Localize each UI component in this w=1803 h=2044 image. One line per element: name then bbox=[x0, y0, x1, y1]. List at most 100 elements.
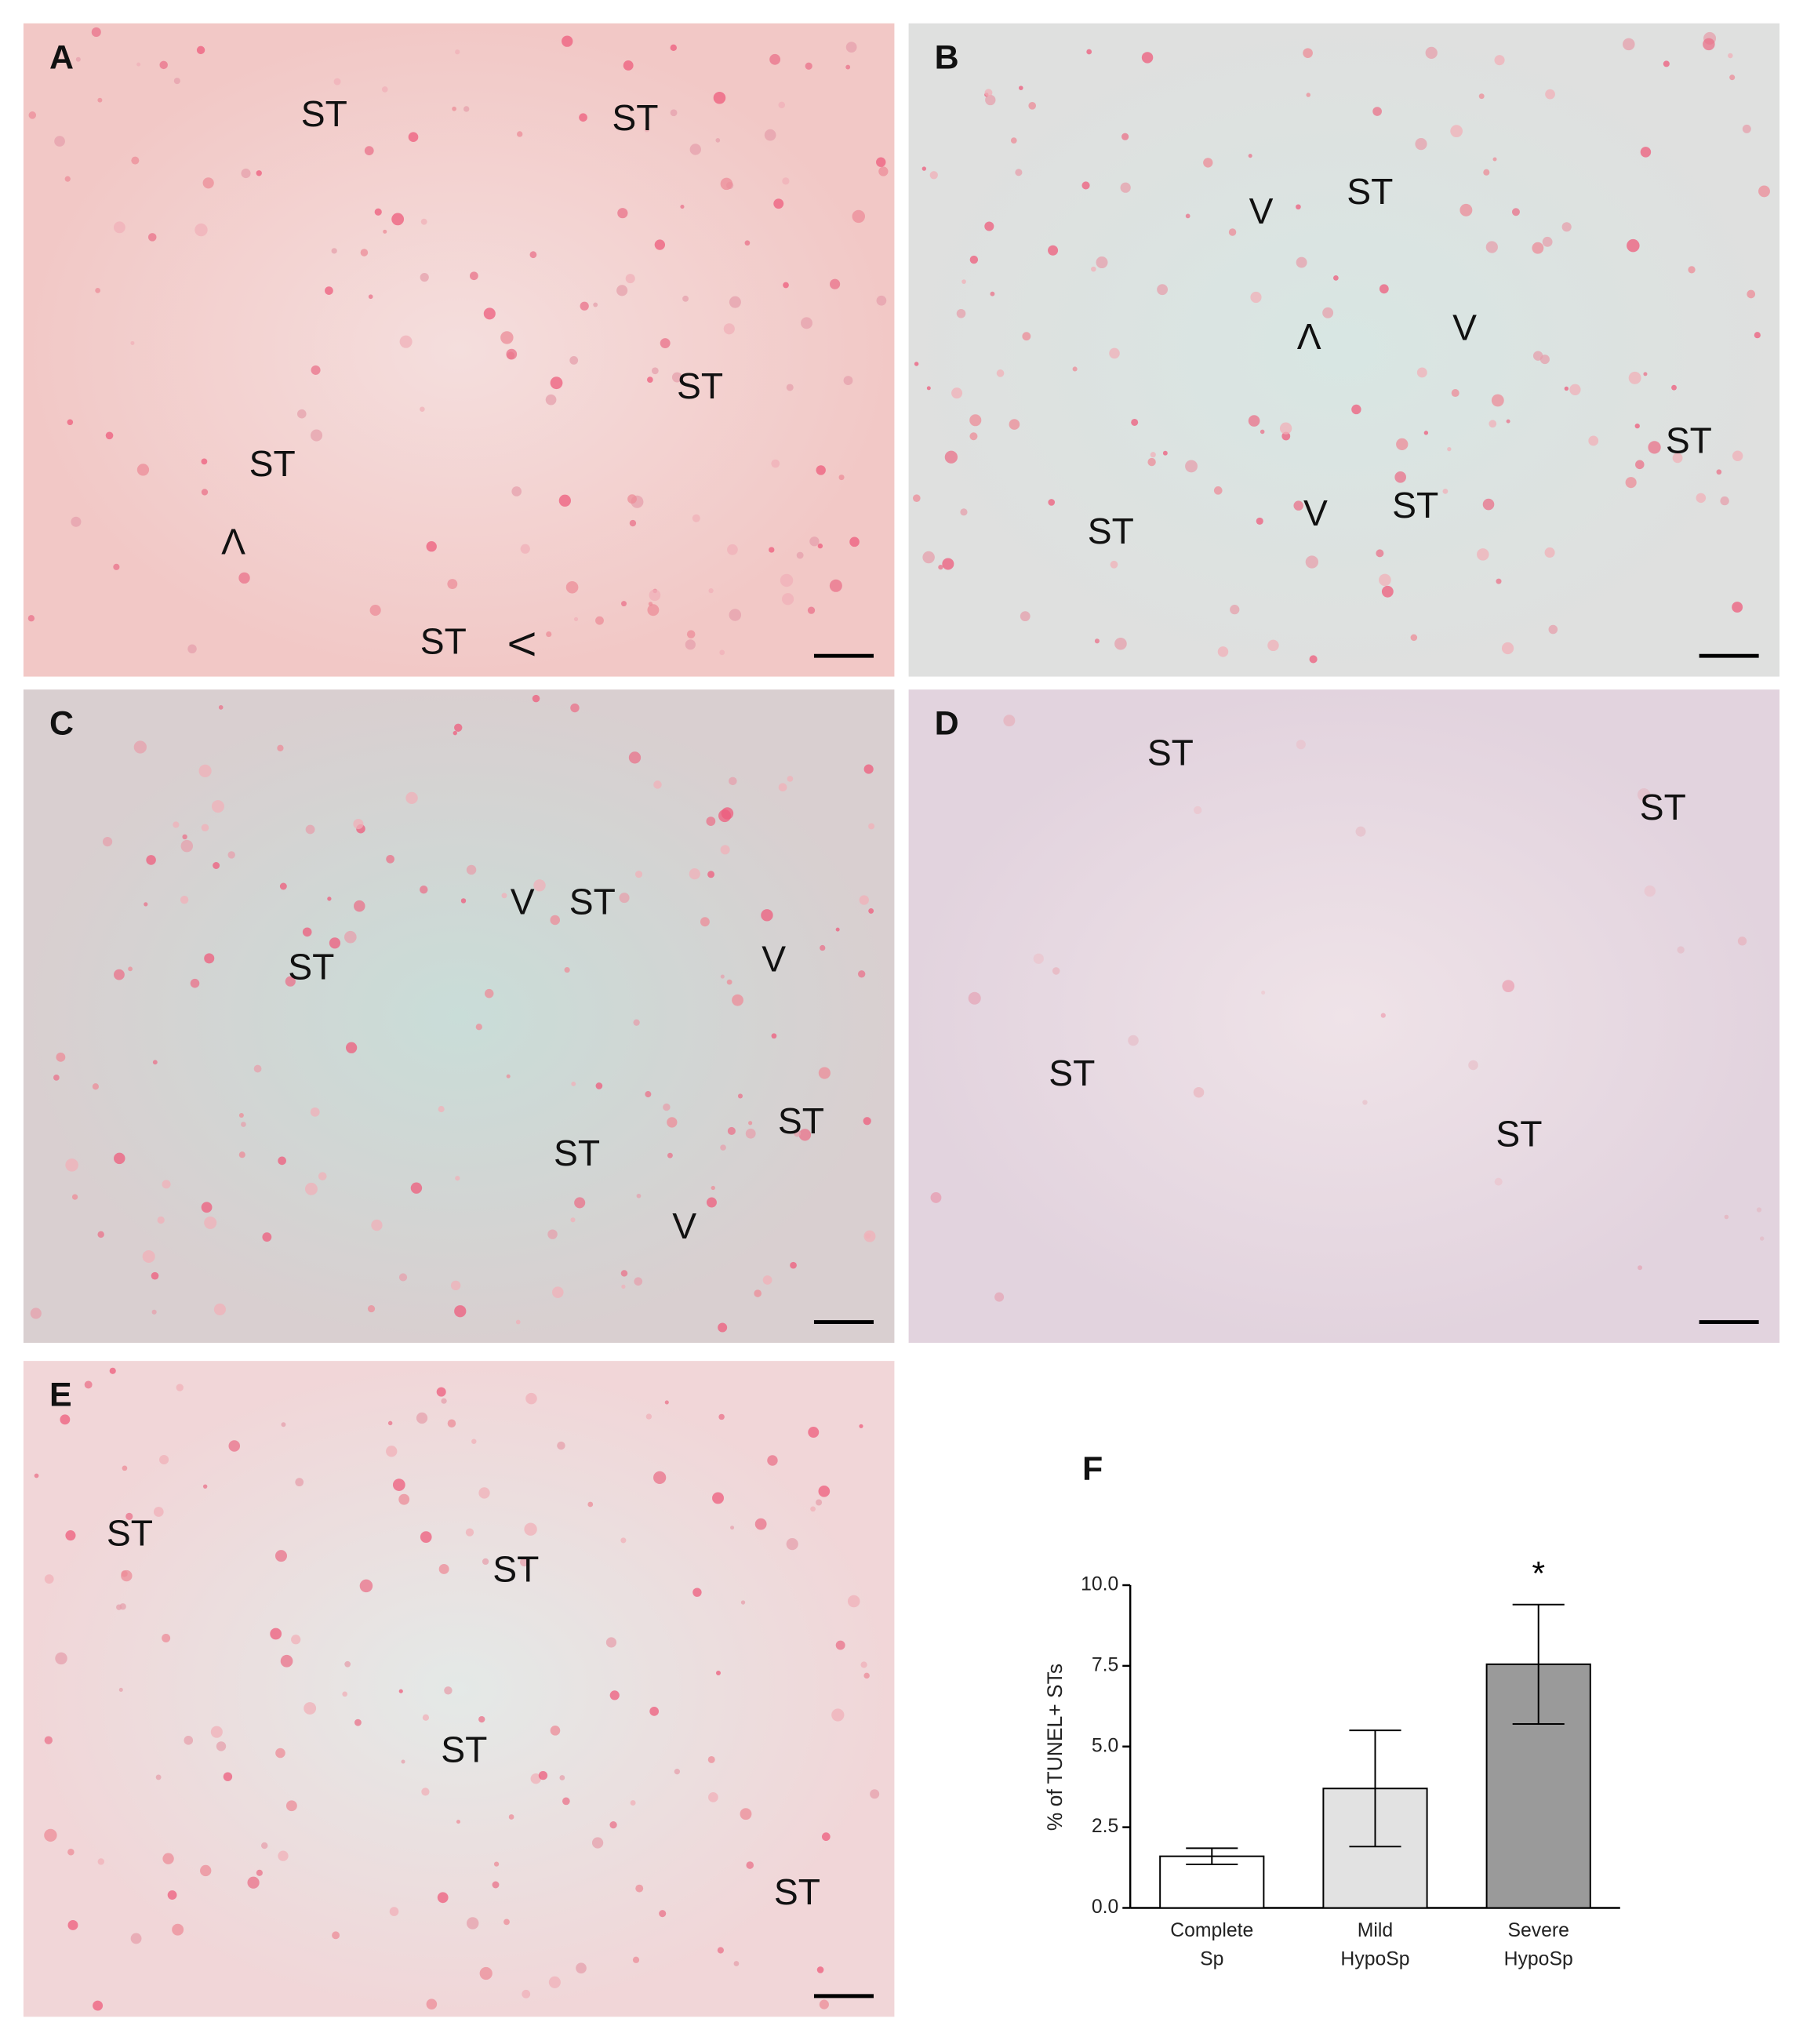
cell bbox=[667, 1117, 678, 1128]
cell bbox=[922, 551, 935, 564]
cell bbox=[706, 1197, 717, 1208]
cell bbox=[787, 776, 794, 782]
cell bbox=[708, 588, 714, 594]
cell bbox=[1502, 980, 1515, 993]
cell bbox=[173, 78, 180, 85]
y-tick-label: 2.5 bbox=[1092, 1816, 1118, 1837]
cell bbox=[778, 101, 786, 109]
cell bbox=[870, 1789, 880, 1799]
cell bbox=[238, 1112, 244, 1118]
cell bbox=[421, 1788, 430, 1796]
cell bbox=[745, 1128, 756, 1139]
cell bbox=[654, 239, 666, 250]
annotation: ST bbox=[1666, 420, 1712, 460]
cell bbox=[159, 60, 168, 70]
cell bbox=[1491, 394, 1504, 407]
cell bbox=[818, 1067, 831, 1079]
cell bbox=[778, 783, 787, 792]
cell bbox=[1532, 242, 1544, 254]
cell bbox=[1468, 1060, 1478, 1071]
cell bbox=[868, 823, 875, 830]
cell bbox=[190, 978, 200, 988]
cell bbox=[796, 551, 804, 559]
cell bbox=[44, 1736, 53, 1744]
cell bbox=[529, 251, 537, 259]
annotation: V bbox=[762, 938, 786, 979]
cell bbox=[506, 1074, 511, 1078]
cell bbox=[155, 1774, 162, 1780]
cell bbox=[180, 895, 189, 904]
cell bbox=[1688, 266, 1696, 274]
cell bbox=[1415, 138, 1427, 151]
cell bbox=[619, 893, 630, 904]
annotation: V bbox=[511, 882, 535, 922]
cell bbox=[202, 177, 214, 189]
y-axis-label: % of TUNEL+ STs bbox=[1043, 1664, 1067, 1831]
annotation: ST bbox=[1392, 485, 1438, 526]
cell bbox=[550, 915, 561, 926]
cell bbox=[296, 409, 307, 419]
cell bbox=[628, 751, 642, 764]
cell bbox=[157, 1216, 165, 1224]
cell bbox=[399, 335, 413, 348]
annotation: ST bbox=[569, 882, 616, 922]
cell bbox=[1185, 213, 1190, 219]
cell bbox=[1425, 46, 1438, 60]
cell bbox=[121, 1569, 133, 1582]
cell bbox=[1261, 991, 1266, 995]
cell bbox=[93, 2000, 104, 2011]
cell bbox=[470, 271, 478, 281]
cell bbox=[302, 927, 312, 937]
cell bbox=[595, 616, 604, 625]
cell bbox=[951, 387, 963, 399]
annotation: ST bbox=[778, 1100, 824, 1141]
cell bbox=[1671, 384, 1677, 391]
cell bbox=[109, 1367, 116, 1374]
cell bbox=[1451, 389, 1459, 398]
cell bbox=[1716, 469, 1722, 475]
cell bbox=[53, 1075, 60, 1081]
cell bbox=[574, 1197, 586, 1209]
cell bbox=[1185, 460, 1198, 473]
cell bbox=[520, 544, 530, 554]
cell bbox=[1114, 637, 1127, 650]
cell bbox=[849, 536, 860, 547]
cell bbox=[84, 1380, 93, 1389]
cell bbox=[44, 1828, 57, 1842]
cell bbox=[1545, 89, 1555, 100]
cell bbox=[159, 1454, 169, 1464]
cell bbox=[805, 62, 812, 70]
cell bbox=[557, 1441, 565, 1450]
micrograph-panel: B V ST Λ V ST ST ST V bbox=[908, 23, 1780, 677]
cell bbox=[1296, 256, 1307, 268]
cell bbox=[54, 136, 65, 147]
cell bbox=[304, 1702, 317, 1715]
cell bbox=[102, 836, 113, 847]
cell bbox=[483, 307, 496, 320]
x-tick-label: Severe HypoSp bbox=[1504, 1920, 1573, 1969]
annotation: ST bbox=[554, 1133, 600, 1173]
cell bbox=[595, 1082, 603, 1089]
cell bbox=[1643, 372, 1648, 376]
x-tick-label: Mild HypoSp bbox=[1340, 1920, 1409, 1969]
cell bbox=[1248, 154, 1252, 158]
cell bbox=[808, 1427, 820, 1438]
cell bbox=[729, 296, 741, 308]
annotation: V bbox=[672, 1206, 696, 1246]
cell bbox=[353, 818, 364, 830]
annotation: Λ bbox=[221, 521, 245, 562]
cell bbox=[921, 166, 927, 171]
cell bbox=[801, 317, 812, 329]
cell bbox=[329, 937, 341, 949]
cell bbox=[1091, 266, 1096, 272]
cell bbox=[1447, 446, 1452, 452]
cell bbox=[1696, 493, 1707, 504]
cell bbox=[737, 1093, 743, 1099]
cell bbox=[60, 1414, 71, 1425]
cell bbox=[114, 1152, 125, 1165]
cell bbox=[565, 580, 579, 594]
cell bbox=[105, 431, 114, 440]
cell bbox=[466, 864, 477, 875]
cell bbox=[570, 703, 580, 713]
cell bbox=[1230, 605, 1240, 615]
